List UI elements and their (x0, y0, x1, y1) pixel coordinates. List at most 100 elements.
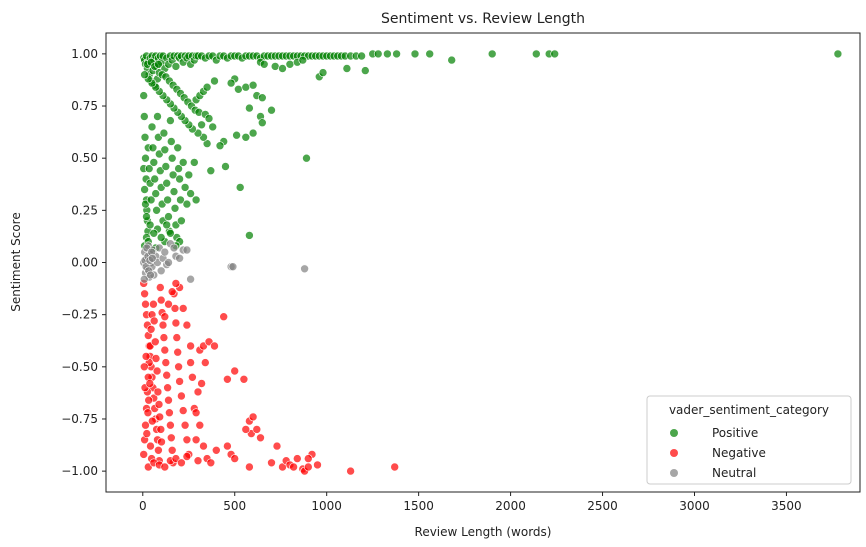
point-positive (139, 91, 148, 100)
point-negative (178, 304, 188, 313)
point-negative (177, 391, 186, 401)
point-negative (164, 395, 173, 405)
y-axis: −1.00 −0.75 −0.50 −0.25 0.00 0.25 0.50 0.75 1.00 (61, 47, 106, 478)
point-positive (148, 143, 158, 153)
point-positive (245, 103, 254, 113)
point-positive (259, 60, 269, 69)
point-negative (167, 445, 177, 455)
point-neutral (148, 253, 157, 263)
point-negative (239, 374, 249, 384)
point-negative (145, 379, 155, 388)
x-tick-label: 2500 (587, 499, 618, 513)
point-negative (230, 366, 239, 376)
point-negative (201, 358, 210, 367)
point-positive (833, 49, 843, 59)
point-positive (215, 141, 225, 150)
point-negative (162, 370, 171, 380)
point-positive (392, 49, 401, 59)
point-positive (163, 195, 172, 205)
point-negative (159, 333, 169, 342)
point-positive (241, 133, 251, 142)
point-positive (248, 80, 258, 90)
point-positive (257, 118, 267, 127)
point-positive (166, 116, 175, 125)
y-tick-label: −1.00 (61, 464, 98, 478)
point-positive (141, 153, 150, 163)
point-negative (158, 320, 168, 330)
point-positive (373, 49, 383, 59)
point-negative (153, 387, 163, 397)
point-negative (140, 362, 149, 372)
point-positive (235, 183, 245, 192)
point-negative (182, 452, 192, 461)
point-negative (191, 408, 201, 418)
point-negative (154, 400, 164, 409)
y-tick-label: 0.75 (71, 99, 98, 113)
point-positive (234, 85, 243, 94)
y-tick-label: 0.25 (71, 203, 98, 217)
x-tick-label: 3500 (771, 499, 802, 513)
point-negative (146, 324, 156, 334)
point-negative (206, 458, 216, 468)
legend-label-negative: Negative (712, 446, 766, 460)
point-negative (149, 299, 158, 309)
point-negative (191, 435, 201, 445)
point-positive (156, 233, 166, 242)
point-negative (175, 377, 184, 386)
point-negative (248, 412, 258, 422)
point-negative (303, 454, 313, 463)
x-tick-label: 500 (223, 499, 246, 513)
point-neutral (186, 274, 195, 284)
point-negative (165, 408, 174, 418)
point-positive (160, 145, 170, 155)
point-positive (166, 229, 175, 238)
point-positive (140, 133, 150, 142)
point-negative (252, 425, 262, 434)
point-negative (167, 287, 177, 297)
point-neutral (182, 245, 192, 255)
point-negative (149, 316, 159, 326)
point-positive (170, 204, 180, 213)
point-negative (272, 441, 282, 451)
point-positive (357, 51, 366, 61)
point-positive (383, 49, 392, 59)
point-positive (184, 170, 194, 180)
point-positive (149, 158, 159, 167)
y-tick-label: −0.25 (61, 308, 98, 322)
point-negative (171, 318, 181, 328)
point-positive (425, 49, 435, 59)
point-negative (188, 372, 197, 382)
point-negative (142, 429, 152, 438)
point-negative (160, 462, 170, 472)
point-negative (151, 354, 161, 363)
point-positive (342, 64, 352, 73)
point-positive (208, 122, 217, 132)
point-positive (186, 189, 195, 198)
point-negative (171, 279, 181, 288)
point-neutral (228, 262, 238, 272)
point-negative (303, 462, 313, 472)
point-positive (140, 185, 149, 194)
point-positive (232, 130, 241, 140)
point-positive (278, 64, 287, 73)
legend-marker-negative (670, 449, 678, 457)
point-positive (178, 158, 188, 167)
point-neutral (156, 266, 166, 276)
point-negative (292, 454, 302, 463)
point-negative (193, 387, 203, 397)
point-positive (159, 128, 169, 138)
point-negative (160, 312, 170, 322)
point-positive (285, 60, 295, 69)
point-positive (140, 70, 149, 79)
point-negative (199, 441, 208, 451)
point-positive (267, 105, 276, 115)
point-neutral (146, 270, 155, 280)
point-positive (302, 153, 311, 163)
point-positive (164, 212, 173, 221)
point-negative (156, 425, 166, 434)
point-positive (167, 153, 177, 163)
point-negative (173, 347, 182, 357)
point-positive (174, 164, 183, 173)
point-positive (169, 187, 179, 196)
point-negative (166, 420, 175, 430)
